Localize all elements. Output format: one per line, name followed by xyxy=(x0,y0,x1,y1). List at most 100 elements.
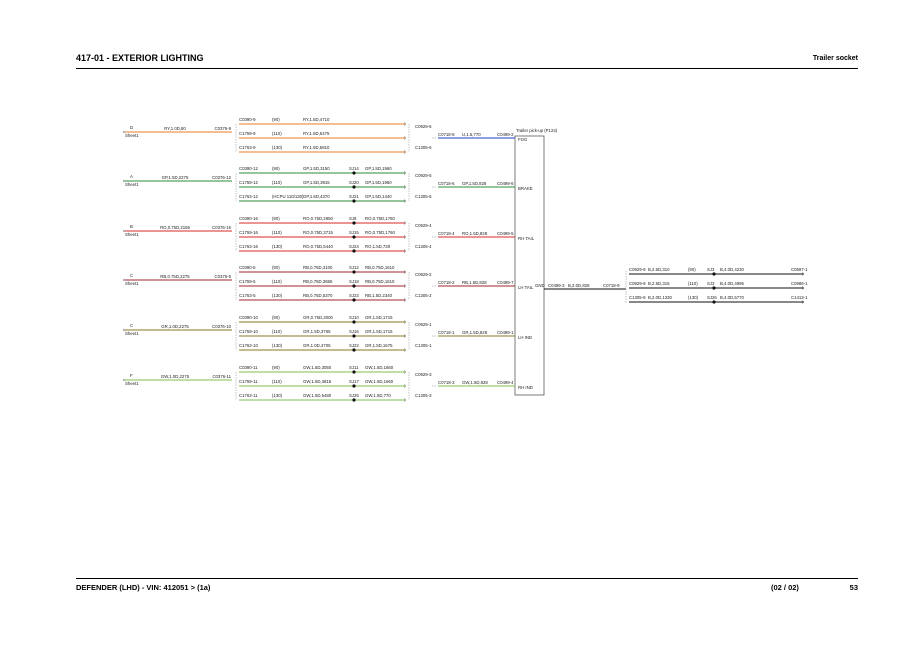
ground-row-connector: C0929-9 xyxy=(629,281,646,286)
pin-connector-label: C0499-1 xyxy=(497,330,514,335)
splice-label: SJ25 xyxy=(349,393,359,398)
variant-label: (90) xyxy=(272,265,280,270)
module-pin-label: FOG xyxy=(518,137,528,142)
splice-dot xyxy=(352,384,356,388)
ground-wire-label: B,2.0D,828 xyxy=(568,283,590,288)
variant-wire-label: GW,1.5D,5480 xyxy=(303,393,332,398)
variant-wire-label: GR,1.0D,4705 xyxy=(303,343,331,348)
variant-label: (90) xyxy=(272,315,280,320)
output-top-connector: C0929-5 xyxy=(415,173,432,178)
ground-splice-label: SJ26 xyxy=(707,295,717,300)
ground-end-connector: C0597-1 xyxy=(791,267,808,272)
input-connector-label: C0376-12 xyxy=(212,175,231,180)
page-subtitle: Trailer socket xyxy=(812,55,858,62)
variant-connector-label: C1759-11 xyxy=(239,379,258,384)
splice-wire-label: GP,1.5D,1960 xyxy=(365,166,392,171)
ground-row-wire2-label: B,4.0D,4995 xyxy=(720,281,744,286)
variant-connector-label: C0390-12 xyxy=(239,166,258,171)
input-sheet-ref: Sheet1 xyxy=(125,182,139,187)
variant-label: (130) xyxy=(272,244,283,249)
input-connector-label: C0376-10 xyxy=(212,324,231,329)
input-connector-label: C0376-11 xyxy=(212,374,231,379)
variant-label: (110) xyxy=(272,230,282,235)
output-connector-label: C0718-4 xyxy=(438,231,455,236)
footer-rule xyxy=(76,578,858,579)
output-top-connector: C0929-4 xyxy=(415,223,432,228)
variant-arrow-icon xyxy=(403,334,407,338)
variant-wire-label: GW,1.5D,3050 xyxy=(303,365,332,370)
ground-arrow-icon xyxy=(801,272,805,276)
variant-connector-label: C1763-10 xyxy=(239,343,258,348)
splice-wire-label: GR,1.5D,1675 xyxy=(365,343,393,348)
variant-arrow-icon xyxy=(403,185,407,189)
variant-arrow-icon xyxy=(403,398,407,402)
variant-wire-label: RO,0.75D,3715 xyxy=(303,230,333,235)
output-connector-label: C0718-2 xyxy=(438,280,455,285)
ground-splice-label: SJ3 xyxy=(707,267,715,272)
variant-connector-label: C1759-12 xyxy=(239,180,258,185)
variant-wire-label: GW,1.5D,3815 xyxy=(303,379,332,384)
trailer-module-box xyxy=(514,135,545,396)
splice-label: SJ10 xyxy=(349,315,359,320)
ground-row-connector: C0929-9 xyxy=(629,267,646,272)
pin-connector-label: C0499-6 xyxy=(497,181,514,186)
splice-label: SJ21 xyxy=(349,194,359,199)
footer-sheet: (02 / 02) xyxy=(771,583,799,592)
variant-label: (90) xyxy=(272,216,280,221)
splice-dot xyxy=(352,370,356,374)
input-wire-label: RB,0.75D,2275 xyxy=(160,274,190,279)
variant-arrow-icon xyxy=(403,199,407,203)
variant-connector-label: C1759-16 xyxy=(239,230,258,235)
variant-connector-label: C1763-9 xyxy=(239,145,256,150)
ground-pin-connector: C0499-3 xyxy=(548,283,565,288)
variant-wire-label: GR,0.75D,3000 xyxy=(303,315,333,320)
output-wire-label: RO,1.5D,828 xyxy=(462,231,488,236)
splice-dot xyxy=(712,272,716,276)
output-top-connector: C0929-1 xyxy=(415,322,432,327)
ground-end-connector: C0986-1 xyxy=(791,281,808,286)
input-letter: A xyxy=(130,174,133,179)
variant-connector-label: C1763-11 xyxy=(239,393,258,398)
trailer-module-title: Trailer pick-up (P124) xyxy=(516,128,558,133)
splice-wire-label: GR,1.5D,1715 xyxy=(365,329,393,334)
variant-connector-label: C1759-9 xyxy=(239,131,256,136)
splice-label: SJ16 xyxy=(349,329,359,334)
footer-vehicle: DEFENDER (LHD) - VIN: 412051 > (1a) xyxy=(76,583,211,592)
splice-dot xyxy=(352,348,356,352)
output-connector-label: C0718-1 xyxy=(438,330,455,335)
variant-arrow-icon xyxy=(403,136,407,140)
variant-wire-label: RY,1.5D,4710 xyxy=(303,117,330,122)
variant-wire-label: GP,1.5D,4370 xyxy=(303,194,330,199)
input-wire-label: GR,1.0D,2275 xyxy=(161,324,189,329)
ground-splice-label: SJ3 xyxy=(707,281,715,286)
output-bottom-connector: C1305-5 xyxy=(415,194,432,199)
splice-dot xyxy=(712,300,716,304)
variant-arrow-icon xyxy=(403,320,407,324)
input-letter: C xyxy=(130,323,133,328)
variant-connector-label: C0390-5 xyxy=(239,265,256,270)
input-wire-label: GW,1.0D,2275 xyxy=(161,374,190,379)
ground-row-connector: C1305-9 xyxy=(629,295,646,300)
splice-wire-label: RO,0.75D,1760 xyxy=(365,230,395,235)
input-sheet-ref: Sheet1 xyxy=(125,331,139,336)
input-sheet-ref: Sheet1 xyxy=(125,133,139,138)
splice-dot xyxy=(352,249,356,253)
variant-wire-label: RB,0.75D,3865 xyxy=(303,279,333,284)
module-pin-label: RH TAIL xyxy=(518,236,535,241)
splice-dot xyxy=(352,270,356,274)
input-sheet-ref: Sheet1 xyxy=(125,281,139,286)
variant-wire-label: RB,0.75D,5370 xyxy=(303,293,333,298)
splice-label: SJ20 xyxy=(349,180,359,185)
splice-dot xyxy=(352,235,356,239)
ground-row-wire-label: B,2.5D,310 xyxy=(648,267,670,272)
splice-label: SJ12 xyxy=(349,265,359,270)
ground-connector-label: C0718-9 xyxy=(603,283,620,288)
splice-dot xyxy=(712,286,716,290)
output-top-connector: C0929-3 xyxy=(415,372,432,377)
input-sheet-ref: Sheet1 xyxy=(125,381,139,386)
variant-connector-label: C1759-5 xyxy=(239,279,256,284)
variant-arrow-icon xyxy=(403,171,407,175)
splice-dot xyxy=(352,398,356,402)
variant-wire-label: GP,1.5D,3150 xyxy=(303,166,330,171)
variant-connector-label: C1763-12 xyxy=(239,194,258,199)
